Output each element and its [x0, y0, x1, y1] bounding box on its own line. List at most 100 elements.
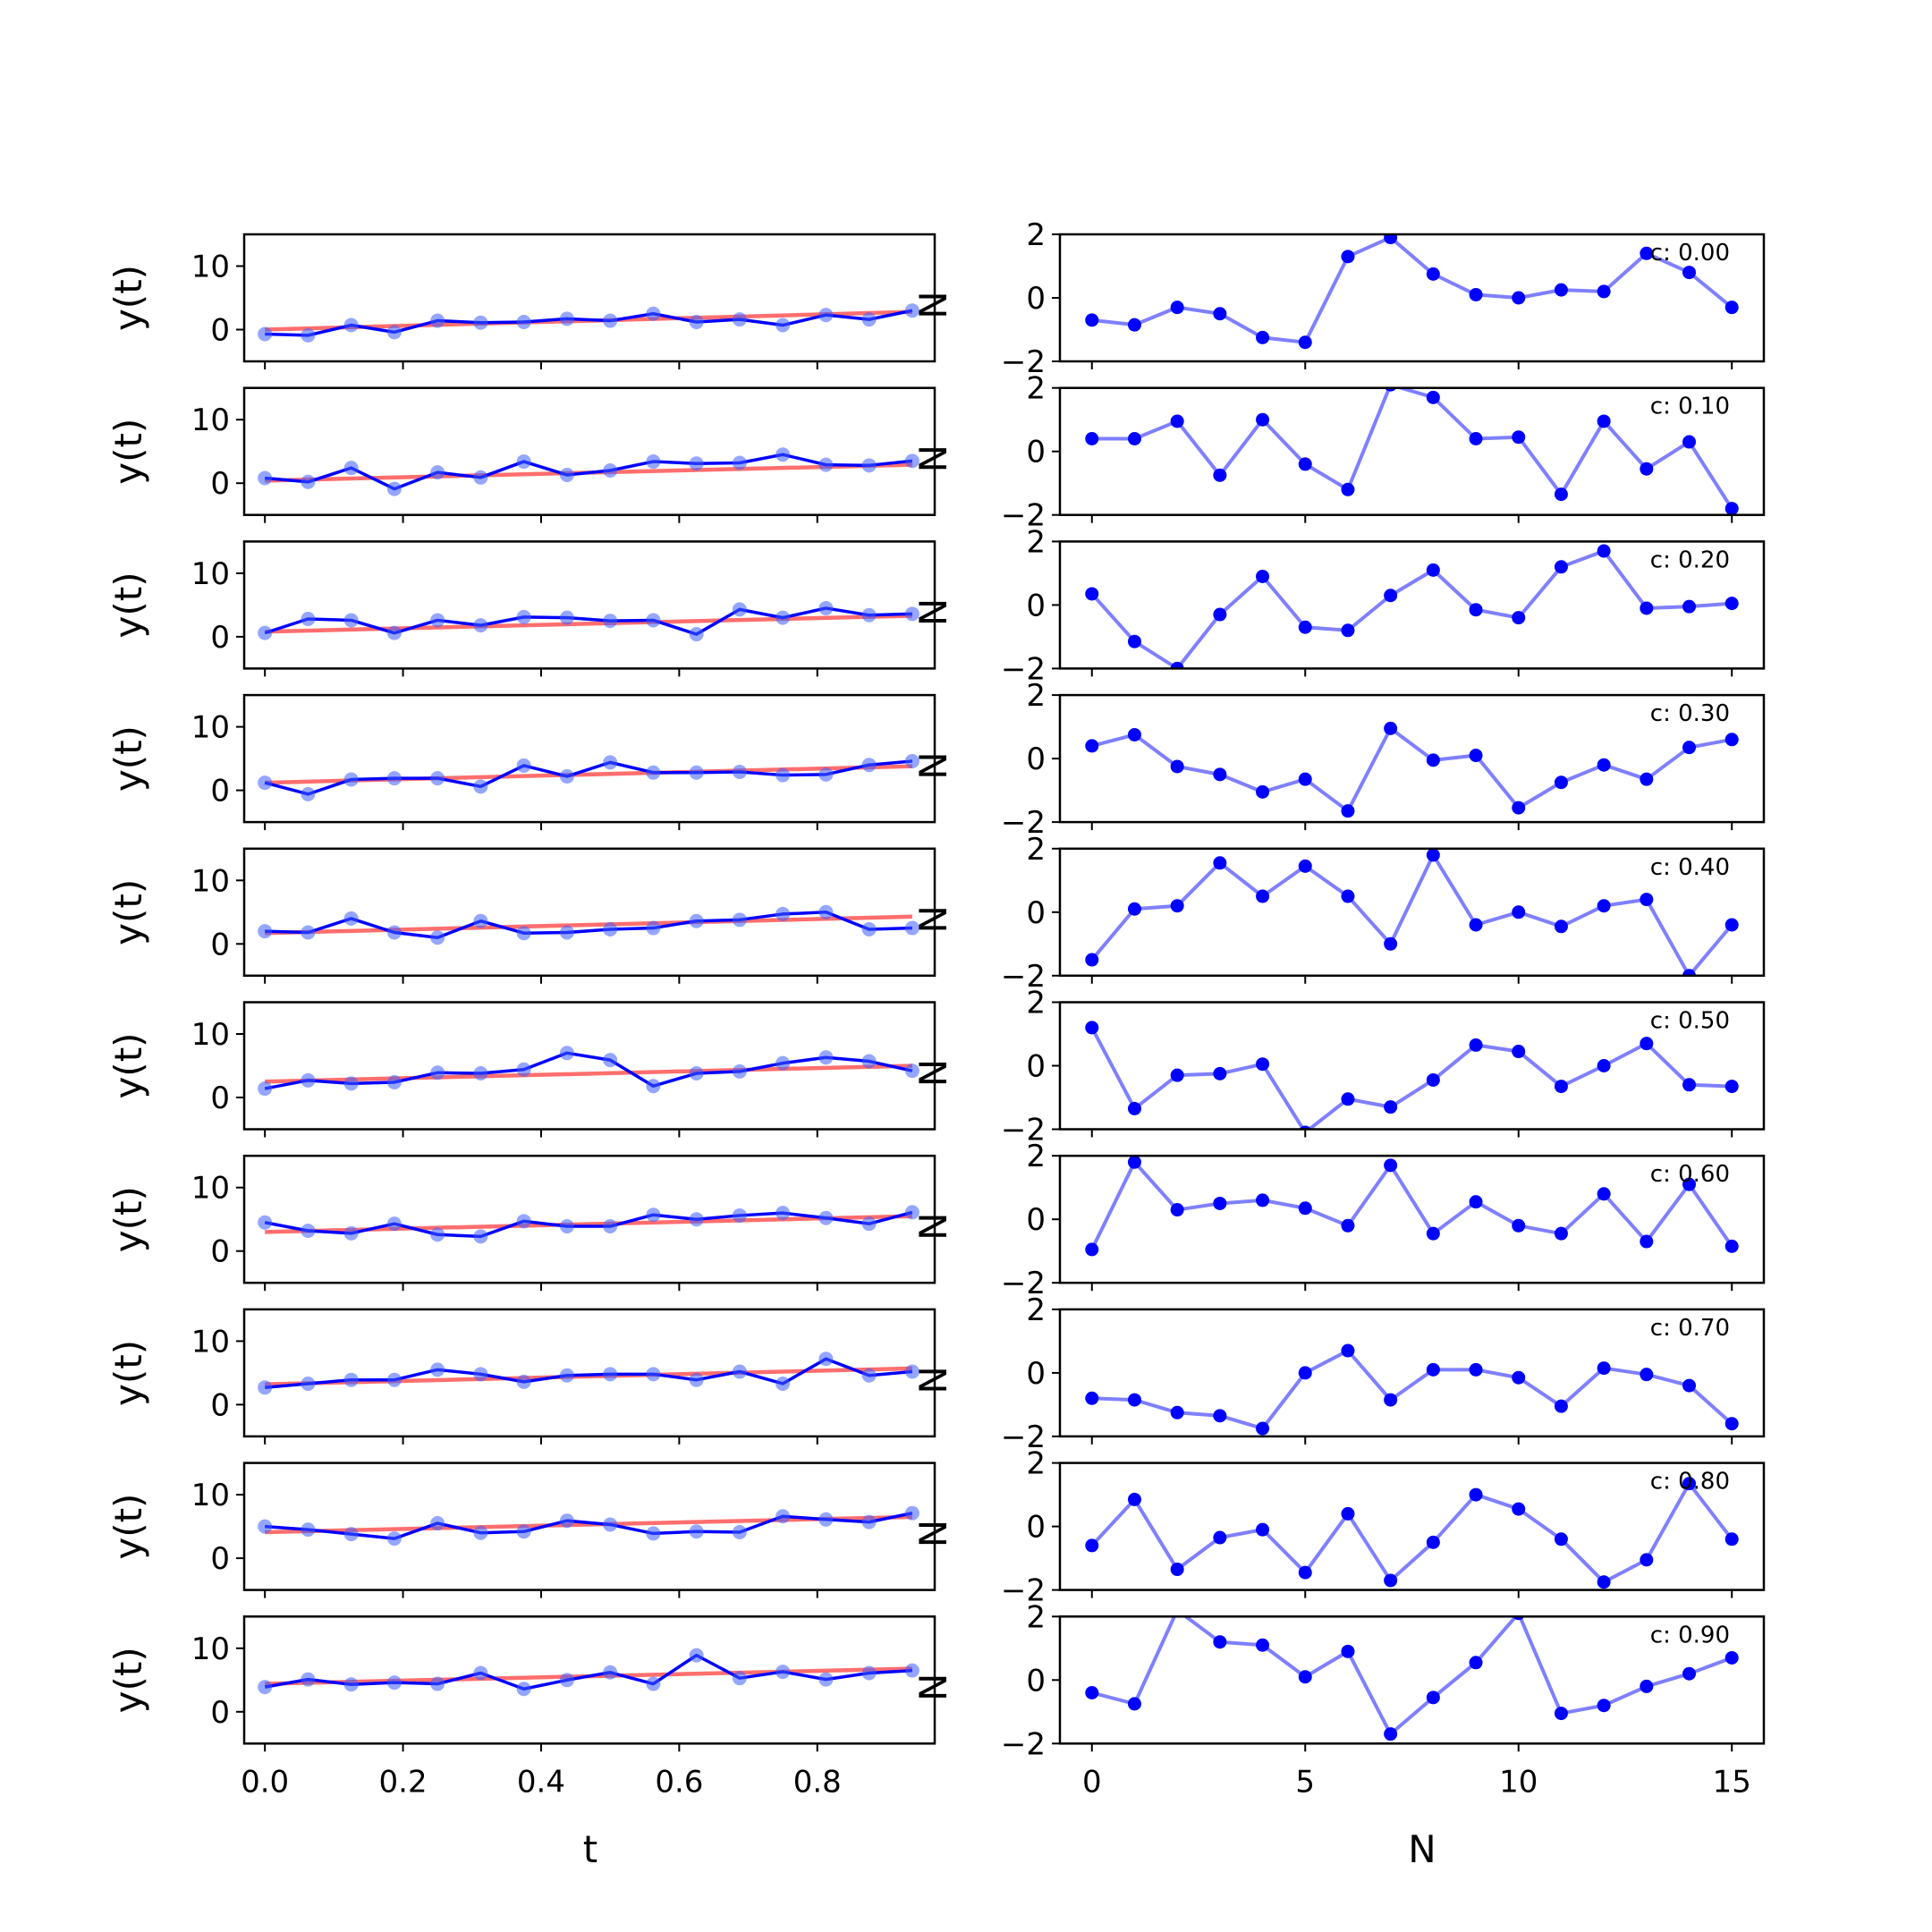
- right-subplot-6: −2 0 2 c: 0.60 N: [911, 1139, 1766, 1301]
- data-point: [516, 1524, 531, 1539]
- data-point: [818, 457, 834, 472]
- data-point: [1384, 1573, 1398, 1588]
- data-point: [689, 627, 704, 642]
- data-point: [1127, 1492, 1141, 1506]
- data-point: [1127, 432, 1141, 445]
- data-point: [430, 1676, 445, 1691]
- data-point: [1256, 412, 1270, 427]
- data-point: [1426, 1226, 1440, 1241]
- data-point: [516, 1214, 531, 1229]
- data-series-line: [1091, 235, 1733, 344]
- data-point: [775, 1665, 791, 1680]
- y-tick-label: 0: [210, 927, 230, 962]
- data-point: [1682, 599, 1697, 614]
- data-point: [861, 1665, 877, 1681]
- right-plot-area: [1085, 1477, 1739, 1589]
- y-tick-label: 2: [1026, 832, 1046, 868]
- data-point: [473, 618, 488, 633]
- data-point: [646, 1079, 661, 1094]
- left-subplot-3: 0 10 y(t): [106, 693, 936, 831]
- data-point: [904, 453, 919, 469]
- data-point: [904, 1205, 919, 1220]
- data-point: [1640, 1368, 1654, 1382]
- data-point: [603, 463, 618, 478]
- data-point: [343, 318, 359, 333]
- left-y-axis-label: y(t): [106, 1032, 150, 1098]
- y-tick-label: 10: [191, 1478, 230, 1513]
- data-point: [1512, 1218, 1526, 1233]
- right-subplot-9: −2 0 2 0 5 10 15 c: 0.90 N: [911, 1599, 1766, 1800]
- y-tick-label: 0: [1026, 281, 1046, 317]
- data-point: [861, 921, 877, 936]
- y-tick-label: 0: [210, 1541, 230, 1577]
- data-series-line: [265, 911, 912, 939]
- data-point: [1384, 1100, 1398, 1114]
- trend-line: [265, 1063, 912, 1084]
- x-tick-label: 0.0: [241, 1764, 289, 1800]
- right-y-axis-label: N: [911, 291, 955, 318]
- data-point: [559, 467, 574, 482]
- data-point: [473, 913, 488, 928]
- data-point: [732, 312, 747, 327]
- left-axes-frame: [242, 1615, 936, 1745]
- data-point: [1384, 234, 1398, 245]
- data-point: [258, 625, 273, 640]
- data-point: [1426, 390, 1440, 404]
- data-point: [646, 454, 661, 470]
- y-tick-label: −2: [1001, 498, 1046, 534]
- data-point: [516, 454, 531, 470]
- data-point: [689, 314, 704, 329]
- data-series-line: [265, 309, 913, 337]
- y-tick-label: 0: [210, 313, 230, 349]
- right-subplot-5: −2 0 2 c: 0.50 N: [911, 986, 1766, 1148]
- data-point: [1341, 1218, 1355, 1233]
- right-plot-area: [1085, 544, 1739, 669]
- data-point: [473, 1525, 488, 1540]
- data-point: [1724, 918, 1739, 932]
- data-point: [646, 765, 661, 780]
- c-value-annotation: c: 0.10: [1650, 394, 1730, 420]
- data-point: [646, 613, 661, 628]
- left-axes-frame: [242, 233, 936, 363]
- y-tick-label: 2: [1026, 1599, 1046, 1635]
- data-point: [1341, 1343, 1355, 1358]
- data-point: [1682, 266, 1697, 280]
- data-point: [1724, 1650, 1739, 1665]
- data-series-line: [1091, 1616, 1733, 1736]
- data-point: [1256, 569, 1270, 583]
- data-point: [1213, 1066, 1227, 1080]
- data-point: [1554, 775, 1568, 790]
- data-point: [343, 1076, 359, 1091]
- y-tick-label: −2: [1001, 1573, 1046, 1609]
- data-point: [1426, 267, 1440, 281]
- left-subplot-9: 0 10 0.0 0.2 0.4 0.6 0.8 y(t): [106, 1615, 936, 1800]
- y-tick-label: 0: [1026, 895, 1046, 931]
- y-tick-label: 0: [1026, 1356, 1046, 1392]
- data-point: [258, 1215, 273, 1230]
- y-tick-label: 2: [1026, 217, 1046, 253]
- left-y-axis-label: y(t): [106, 1647, 150, 1713]
- x-tick-label: 5: [1295, 1764, 1315, 1800]
- data-point: [1469, 1038, 1483, 1052]
- data-point: [775, 447, 791, 462]
- data-point: [775, 906, 791, 921]
- data-point: [818, 308, 834, 323]
- y-tick-label: 2: [1026, 1139, 1046, 1174]
- data-point: [1298, 1565, 1312, 1580]
- data-point: [818, 600, 834, 615]
- data-point: [343, 772, 359, 787]
- data-point: [258, 924, 273, 939]
- data-point: [1724, 597, 1739, 611]
- data-point: [1298, 335, 1312, 350]
- left-subplot-0: 0 10 y(t): [106, 233, 936, 369]
- data-point: [1597, 1575, 1611, 1589]
- data-point: [689, 1372, 704, 1387]
- data-point: [1597, 414, 1611, 428]
- data-point: [1170, 1563, 1184, 1577]
- data-point: [1512, 1045, 1526, 1059]
- data-point: [1298, 772, 1312, 786]
- data-point: [689, 1212, 704, 1227]
- data-point: [386, 1675, 402, 1690]
- c-value-annotation: c: 0.40: [1650, 854, 1730, 881]
- right-plot-area: [1085, 1343, 1739, 1436]
